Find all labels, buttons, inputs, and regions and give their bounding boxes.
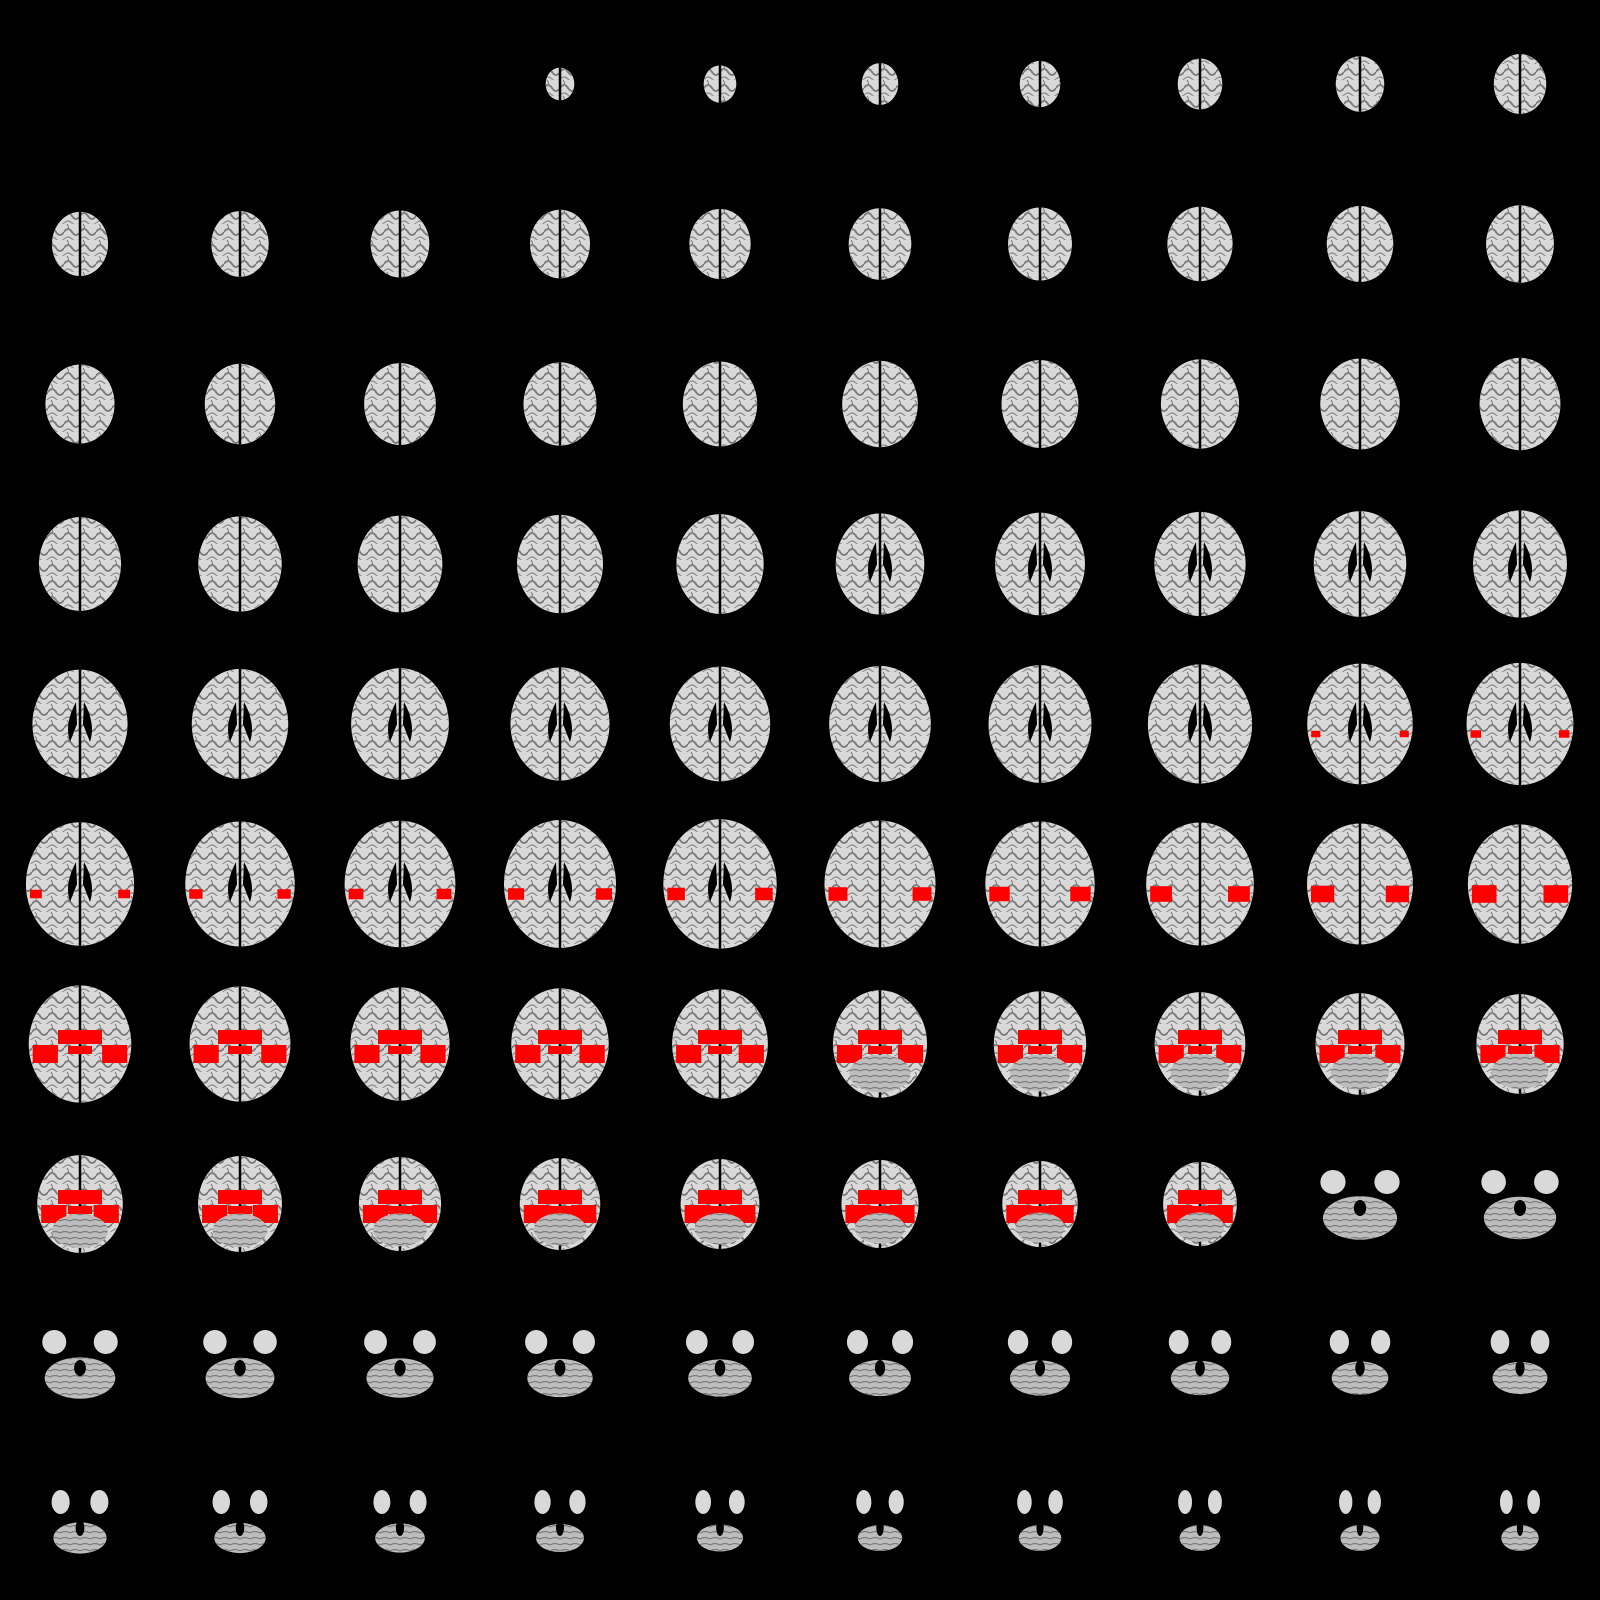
brain-slice — [695, 1490, 745, 1552]
brain-slice — [842, 360, 918, 448]
brain-slice — [1315, 993, 1405, 1095]
brain-slice — [703, 65, 737, 103]
brain-slice — [1008, 207, 1072, 281]
brain-slice — [185, 821, 295, 947]
brain-slice — [204, 363, 276, 445]
brain-slice — [45, 364, 115, 444]
brain-slice — [663, 819, 777, 949]
brain-slice — [1146, 822, 1254, 946]
brain-slice — [1168, 1330, 1232, 1396]
brain-slice — [993, 991, 1087, 1097]
brain-slice — [689, 208, 751, 280]
brain-slice — [344, 820, 456, 948]
brain-slice — [191, 668, 289, 780]
brain-slice — [985, 821, 1095, 947]
brain-slice — [38, 517, 122, 611]
brain-slice — [511, 988, 609, 1100]
brain-slice — [848, 208, 912, 280]
brain-slice — [503, 819, 617, 949]
brain-slice — [189, 986, 291, 1102]
brain-slice — [676, 514, 764, 614]
brain-slice — [1001, 360, 1079, 448]
brain-slice — [824, 820, 936, 948]
brain-slice — [545, 67, 575, 101]
brain-slice — [51, 211, 109, 277]
brain-slice — [846, 1330, 914, 1397]
brain-slice — [672, 989, 768, 1099]
brain-slice — [510, 667, 610, 781]
brain-slice — [1147, 664, 1253, 784]
brain-slice — [523, 362, 597, 446]
brain-slice — [1167, 206, 1233, 282]
brain-slice — [1019, 60, 1061, 108]
brain-slice — [680, 1158, 760, 1250]
brain-slice — [669, 666, 771, 782]
brain-slice — [1178, 1490, 1222, 1551]
brain-slice — [42, 1330, 118, 1399]
brain-slice — [357, 515, 443, 613]
brain-slice — [28, 985, 132, 1103]
brain-slice — [682, 361, 758, 447]
brain-slice — [1163, 1161, 1237, 1247]
brain-slice — [1329, 1330, 1391, 1395]
brain-slice — [1476, 994, 1564, 1094]
brain-slice — [1326, 205, 1394, 283]
brain-slice — [198, 1156, 282, 1252]
brain-slice — [1017, 1490, 1063, 1551]
brain-slice — [1490, 1330, 1550, 1395]
brain-slice — [1481, 1170, 1559, 1240]
brain-slice — [856, 1490, 904, 1552]
brain-slice — [364, 1330, 436, 1398]
brain-slice — [519, 1157, 601, 1251]
brain-slice — [370, 210, 430, 278]
brain-slice — [1320, 358, 1400, 450]
brain-slice — [32, 669, 128, 779]
brain-slice — [841, 1159, 919, 1249]
brain-slice — [832, 990, 928, 1098]
brain-slice — [1154, 992, 1246, 1096]
brain-slice — [1486, 205, 1554, 283]
brain-slice — [534, 1490, 586, 1553]
brain-slice — [1320, 1170, 1400, 1240]
brain-slice — [988, 665, 1092, 783]
brain-slice — [516, 514, 604, 614]
brain-slice — [1313, 511, 1407, 617]
brain-slice — [358, 1157, 442, 1251]
brain-slice — [829, 665, 931, 783]
brain-slice — [203, 1330, 277, 1399]
brain-slice — [861, 63, 899, 105]
brain-slice — [1335, 56, 1385, 112]
brain-slice — [1473, 510, 1567, 618]
brain-slice — [525, 1330, 595, 1398]
brain-slice — [351, 668, 449, 780]
brain-slice — [25, 822, 135, 946]
brain-slice — [1479, 357, 1561, 451]
brain-slice — [212, 1490, 268, 1554]
brain-slice — [1307, 823, 1413, 945]
brain-slice — [1002, 1160, 1078, 1248]
brain-slice — [529, 209, 591, 279]
brain-slice — [350, 987, 450, 1101]
brain-slice — [51, 1490, 109, 1554]
brain-slice — [1467, 824, 1573, 944]
brain-slice — [1007, 1330, 1073, 1396]
brain-slice — [1177, 58, 1223, 110]
brain-slice — [1499, 1490, 1541, 1551]
brain-slice — [364, 363, 436, 445]
brain-slice — [995, 512, 1085, 616]
brain-slice — [1154, 511, 1246, 617]
brain-slice — [198, 516, 282, 612]
brain-slice — [1466, 662, 1574, 786]
brain-slice — [37, 1155, 123, 1253]
brain-slice — [1307, 663, 1413, 785]
brain-slice — [1339, 1490, 1381, 1551]
brain-slice — [373, 1490, 427, 1553]
brain-slice — [1493, 54, 1547, 114]
brain-slice — [1160, 359, 1240, 449]
brain-slice — [211, 211, 269, 277]
brain-slice — [835, 513, 925, 615]
brain-slice — [685, 1330, 755, 1397]
